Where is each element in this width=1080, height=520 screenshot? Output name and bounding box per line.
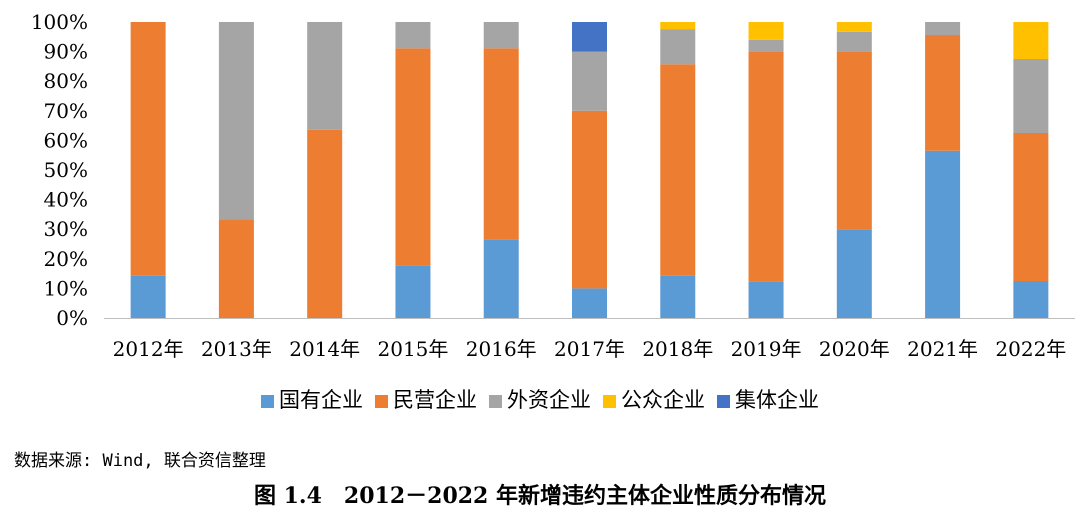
bar-segment xyxy=(660,29,696,65)
y-tick-label: 0% xyxy=(56,306,88,330)
bar-segment xyxy=(395,48,431,266)
bar-segment xyxy=(660,22,696,30)
bar-segment xyxy=(130,275,166,318)
legend-item: 集体企业 xyxy=(717,384,819,414)
bar-segment xyxy=(836,22,872,32)
bar-segment xyxy=(836,31,872,52)
bar-segment xyxy=(218,22,254,220)
x-tick-label: 2022年 xyxy=(995,337,1066,361)
legend-label: 外资企业 xyxy=(507,388,591,412)
x-tick-label: 2015年 xyxy=(378,337,449,361)
bar-segment xyxy=(572,22,607,52)
bar-segment xyxy=(572,51,607,111)
bar-segment xyxy=(1013,59,1049,133)
bar-segment xyxy=(836,51,872,230)
legend-swatch xyxy=(261,395,274,408)
x-tick-label: 2012年 xyxy=(113,337,184,361)
legend-item: 国有企业 xyxy=(261,384,363,414)
y-tick-label: 30% xyxy=(44,217,88,241)
y-tick-label: 90% xyxy=(44,40,88,64)
bar-segment xyxy=(748,281,784,318)
bar-segment xyxy=(1013,281,1049,318)
y-tick-label: 50% xyxy=(44,158,88,182)
legend-swatch xyxy=(717,395,730,408)
bar-segment xyxy=(572,288,607,318)
bar-segment xyxy=(218,219,254,318)
bar-segment xyxy=(395,22,431,49)
x-tick-label: 2016年 xyxy=(466,337,537,361)
bar-segment xyxy=(1013,133,1049,281)
bar-segment xyxy=(1013,22,1049,59)
x-tick-label: 2021年 xyxy=(907,337,978,361)
bar-segment xyxy=(307,129,343,318)
y-tick-label: 40% xyxy=(44,188,88,212)
legend-label: 公众企业 xyxy=(621,388,705,412)
y-tick-label: 60% xyxy=(44,128,88,152)
y-tick-label: 10% xyxy=(44,276,88,300)
legend-swatch xyxy=(489,395,502,408)
chart-legend: 国有企业 民营企业 外资企业 公众企业 集体企业 xyxy=(0,384,1080,414)
legend-item: 公众企业 xyxy=(603,384,705,414)
bar-segment xyxy=(660,64,696,276)
bar-segment xyxy=(925,35,961,151)
bar-segment xyxy=(660,275,696,318)
y-tick-label: 20% xyxy=(44,247,88,271)
bar-segment xyxy=(925,22,961,36)
y-tick-label: 70% xyxy=(44,99,88,123)
legend-swatch xyxy=(375,395,388,408)
legend-item: 民营企业 xyxy=(375,384,477,414)
bar-segment xyxy=(748,51,784,282)
bar-segment xyxy=(483,48,519,240)
legend-label: 国有企业 xyxy=(279,388,363,412)
x-tick-label: 2017年 xyxy=(554,337,625,361)
legend-label: 民营企业 xyxy=(393,388,477,412)
bar-segment xyxy=(483,22,519,49)
x-tick-label: 2018年 xyxy=(642,337,713,361)
stacked-bar-chart: 0% 10% 20% 30% 40% 50% 60% 70% 80% 90% 100% 2012年 20… xyxy=(31,10,1075,361)
x-tick-label: 2019年 xyxy=(731,337,802,361)
x-tick-label: 2020年 xyxy=(819,337,890,361)
y-tick-label: 80% xyxy=(44,69,88,93)
bar-segment xyxy=(572,110,607,289)
bar-segment xyxy=(748,22,784,40)
y-tick-label: 100% xyxy=(31,10,88,34)
bar-segment xyxy=(395,265,431,318)
bar-segment xyxy=(130,22,166,276)
bar-segment xyxy=(836,229,872,318)
legend-swatch xyxy=(603,395,616,408)
x-tick-label: 2013年 xyxy=(201,337,272,361)
bar-segment xyxy=(925,150,961,318)
bar-segment xyxy=(483,239,519,318)
data-source-note: 数据来源: Wind, 联合资信整理 xyxy=(14,451,266,471)
legend-item: 外资企业 xyxy=(489,384,591,414)
x-tick-label: 2014年 xyxy=(289,337,360,361)
legend-label: 集体企业 xyxy=(735,388,819,412)
bar-segment xyxy=(748,39,784,52)
bar-segment xyxy=(307,22,343,130)
figure-caption: 图 1.4 2012－2022 年新增违约主体企业性质分布情况 xyxy=(253,483,827,509)
